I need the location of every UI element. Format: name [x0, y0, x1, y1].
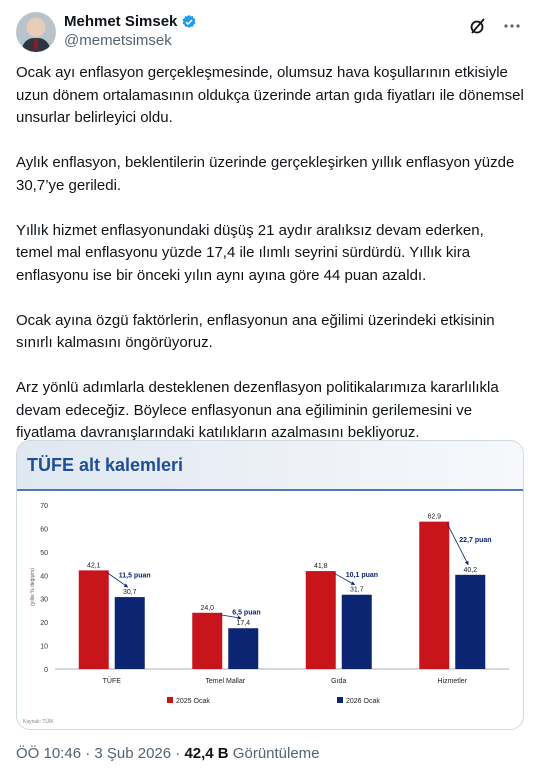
y-tick-label: 20	[40, 620, 48, 627]
card-title-rule	[17, 489, 523, 491]
data-label-2026: 30,7	[123, 589, 137, 596]
media-card[interactable]: TÜFE alt kalemleri 0 10 20 30 40 50 60 70 (yıllı…	[16, 440, 524, 730]
legend-label: 2026 Ocak	[346, 698, 380, 705]
card-title-band	[17, 441, 523, 489]
bar-2026-0	[114, 597, 145, 669]
data-label-2026: 40,2	[463, 567, 477, 574]
legend-swatch	[167, 697, 173, 703]
data-label-2025: 62,9	[427, 514, 441, 521]
legend-label: 2025 Ocak	[176, 698, 210, 705]
bar-2025-2	[305, 571, 336, 669]
bar-2025-1	[192, 612, 223, 669]
author-handle[interactable]: @memetsimsek	[64, 32, 172, 49]
bar-2026-3	[455, 574, 486, 669]
y-tick-label: 0	[44, 667, 48, 674]
paragraph-1: Ocak ayı enflasyon gerçekleşmesinde, olu…	[16, 64, 524, 126]
more-options-icon[interactable]	[502, 16, 522, 36]
change-arrow	[333, 572, 356, 586]
bar-2026-1	[228, 628, 259, 669]
verified-badge-icon	[181, 14, 197, 30]
paragraph-2: Aylık enflasyon, beklentilerin üzerinde …	[16, 154, 515, 194]
source-note: Kaynak: TÜİK	[23, 719, 54, 725]
header-actions	[468, 16, 522, 36]
change-annotation: 11,5 puan	[119, 573, 151, 580]
bar-chart: 0 10 20 30 40 50 60 70 (yıllık % değişim) 42,1 30,…	[30, 503, 509, 705]
avatar[interactable]	[16, 12, 56, 52]
bar-2025-3	[419, 521, 450, 669]
view-count: 42,4 B	[184, 745, 229, 762]
data-label-2025: 24,0	[200, 605, 214, 612]
change-arrow	[220, 614, 242, 620]
tweet-header: Mehmet Simsek @memetsimsek	[16, 12, 522, 54]
data-label-2026: 31,7	[350, 587, 364, 594]
user-info: Mehmet Simsek @memetsimsek	[64, 13, 197, 49]
card-title: TÜFE alt kalemleri	[27, 455, 184, 475]
change-annotation: 10,1 puan	[346, 572, 378, 579]
y-axis-label: (yıllık % değişim)	[30, 568, 36, 606]
y-tick-label: 70	[40, 503, 48, 510]
grok-icon[interactable]	[468, 16, 488, 36]
paragraph-4: Ocak ayına özgü faktörlerin, enflasyonun…	[16, 311, 495, 352]
paragraph-5: Arz yönlü adımlarla desteklenen dezenfla…	[16, 379, 499, 441]
change-annotation: 22,7 puan	[459, 537, 491, 544]
y-tick-label: 10	[40, 644, 48, 651]
tweet-footer: ÖÖ 10:46 · 3 Şub 2026 · 42,4 B Görüntüle…	[16, 745, 320, 762]
y-tick-label: 50	[40, 550, 48, 557]
data-label-2025: 41,8	[314, 563, 328, 570]
author-name[interactable]: Mehmet Simsek	[64, 13, 178, 30]
legend-swatch	[337, 697, 343, 703]
change-arrow	[106, 572, 129, 588]
paragraph-3: Yıllık hizmet enflasyonundaki düşüş 21 a…	[16, 221, 484, 284]
change-arrow	[446, 523, 469, 566]
category-label: Hizmetler	[437, 678, 467, 685]
name-row: Mehmet Simsek	[64, 13, 197, 30]
data-label-2026: 17,4	[236, 620, 250, 627]
y-tick-label: 30	[40, 597, 48, 604]
category-label: TÜFE	[103, 677, 122, 685]
tweet-text: Ocak ayı enflasyon gerçekleşmesinde, olu…	[16, 62, 524, 467]
bar-2026-2	[341, 594, 372, 669]
data-label-2025: 42,1	[87, 562, 101, 569]
y-tick-label: 60	[40, 526, 48, 533]
y-tick-label: 40	[40, 573, 48, 580]
category-label: Temel Mallar	[205, 678, 245, 685]
change-annotation: 6,5 puan	[232, 610, 260, 617]
views-label: Görüntüleme	[228, 745, 320, 762]
timestamp[interactable]: ÖÖ 10:46 · 3 Şub 2026 ·	[16, 745, 185, 762]
bar-2025-0	[78, 570, 109, 669]
avatar-tie	[34, 39, 38, 49]
category-label: Gıda	[331, 678, 346, 685]
